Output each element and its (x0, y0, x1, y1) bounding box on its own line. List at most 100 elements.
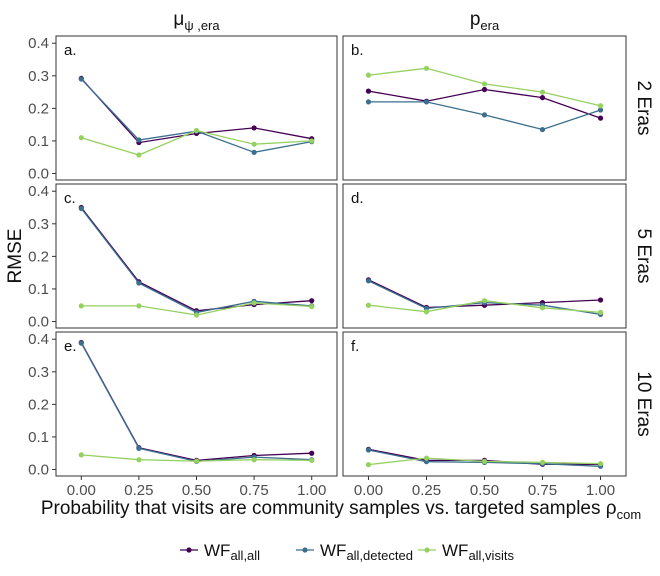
panel-a-border (55, 35, 338, 181)
data-point-b-1 (481, 86, 488, 93)
x-tick-label: 1.00 (586, 482, 615, 499)
data-point-b-1 (365, 88, 372, 94)
data-point-b-2 (481, 112, 488, 118)
legend-item-3: WFall,visits (418, 541, 514, 563)
y-tick-label: 0.2 (28, 396, 49, 413)
data-point-a-3 (193, 127, 200, 134)
data-point-d-1 (597, 297, 604, 303)
legend-item-2: WFall,detected (296, 541, 413, 563)
panel-e-border (55, 331, 338, 477)
data-point-c-3 (251, 300, 257, 306)
data-point-e-3 (136, 457, 142, 463)
data-point-f-2 (423, 459, 430, 465)
legend-item-1: WFall,all (180, 541, 260, 563)
data-point-c-3 (193, 312, 200, 318)
data-point-d-3 (597, 309, 604, 315)
x-tick-label: 1.00 (297, 482, 326, 499)
data-point-d-3 (539, 305, 546, 311)
data-point-a-2 (136, 137, 142, 143)
panel-label-a: a. (64, 42, 77, 59)
data-point-f-2 (365, 447, 372, 453)
data-point-e-3 (309, 457, 315, 463)
data-point-b-1 (597, 115, 604, 121)
panel-label-f: f. (351, 338, 359, 355)
x-tick-label: 0.50 (470, 482, 499, 499)
panel-b-border (342, 35, 627, 181)
data-point-d-3 (481, 298, 488, 304)
data-point-f-3 (365, 462, 372, 468)
data-point-a-1 (251, 125, 257, 131)
legend-label-3: WFall,visits (442, 541, 514, 563)
x-tick-label: 0.75 (528, 482, 557, 499)
data-point-e-2 (78, 340, 84, 346)
data-point-b-3 (365, 72, 372, 78)
panel-f-border (342, 331, 627, 477)
data-point-a-2 (78, 76, 84, 82)
y-tick-label: 0.0 (28, 166, 49, 183)
column-strip-label-2: pera (470, 9, 500, 33)
y-tick-label: 0.2 (28, 248, 49, 265)
data-point-b-3 (423, 65, 430, 71)
data-point-a-2 (251, 149, 257, 155)
data-point-b-2 (597, 107, 604, 113)
data-point-e-3 (193, 458, 200, 464)
data-point-a-3 (251, 141, 257, 147)
data-point-c-3 (136, 303, 142, 309)
legend-label-2: WFall,detected (320, 541, 413, 563)
data-point-b-3 (539, 89, 546, 95)
row-strip-label-1: 2 Eras (633, 81, 654, 136)
y-tick-label: 0.2 (28, 100, 49, 117)
data-point-f-3 (481, 458, 488, 464)
data-point-e-1 (309, 450, 315, 456)
panel-label-c: c. (64, 190, 76, 207)
data-point-a-3 (309, 138, 315, 144)
panel-label-d: d. (351, 190, 364, 207)
y-tick-label: 0.4 (28, 331, 49, 348)
data-point-c-3 (78, 303, 84, 309)
data-point-e-3 (78, 452, 84, 458)
data-point-e-2 (136, 445, 142, 451)
data-point-d-3 (423, 309, 430, 315)
data-point-f-3 (423, 455, 430, 461)
y-tick-label: 0.0 (28, 462, 49, 479)
legend-swatch-point (424, 547, 430, 553)
y-tick-label: 0.1 (28, 429, 49, 446)
y-tick-label: 0.3 (28, 216, 49, 233)
x-tick-label: 0.00 (354, 482, 383, 499)
row-strip-label-2: 5 Eras (633, 229, 654, 284)
data-point-c-3 (309, 303, 315, 310)
data-point-f-3 (539, 459, 546, 465)
y-tick-label: 0.1 (28, 133, 49, 150)
y-tick-label: 0.0 (28, 314, 49, 331)
data-point-a-3 (78, 135, 84, 141)
data-point-b-2 (365, 99, 372, 105)
y-tick-label: 0.1 (28, 281, 49, 298)
x-tick-label: 0.00 (67, 482, 96, 499)
legend-swatch-point (302, 547, 308, 553)
x-tick-label: 0.75 (240, 482, 269, 499)
data-point-f-3 (597, 461, 604, 467)
data-point-a-3 (136, 152, 142, 158)
legend-label-1: WFall,all (204, 541, 260, 563)
y-tick-label: 0.4 (28, 35, 49, 52)
data-point-b-2 (423, 99, 430, 105)
y-tick-label: 0.3 (28, 68, 49, 85)
y-axis-title: RMSE (5, 229, 26, 284)
data-point-e-3 (251, 457, 257, 463)
data-point-d-2 (365, 278, 372, 284)
data-point-d-3 (365, 302, 372, 308)
x-tick-label: 0.25 (124, 482, 153, 499)
data-point-b-3 (481, 81, 488, 87)
panel-label-e: e. (64, 338, 77, 355)
data-point-c-1 (309, 298, 315, 304)
data-point-b-1 (539, 95, 546, 101)
y-tick-label: 0.3 (28, 364, 49, 381)
data-point-b-3 (597, 103, 604, 109)
row-strip-label-3: 10 Eras (633, 371, 654, 436)
x-axis-title: Probability that visits are community sa… (41, 498, 641, 522)
data-point-c-2 (78, 205, 84, 212)
legend-swatch-point (186, 547, 192, 553)
x-tick-label: 0.50 (182, 482, 211, 499)
y-tick-label: 0.4 (28, 183, 49, 200)
